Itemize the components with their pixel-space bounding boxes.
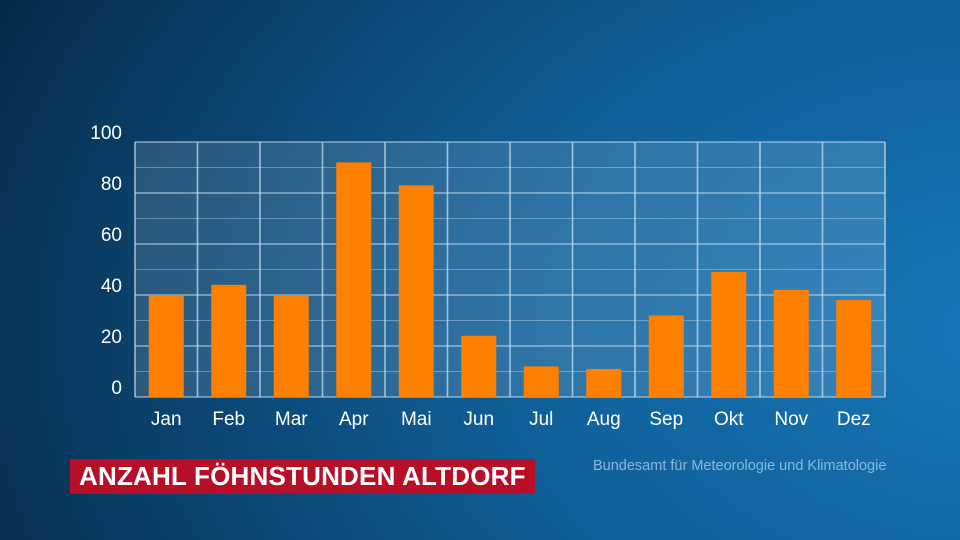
y-tick-label: 60: [101, 225, 122, 246]
y-tick-label: 100: [90, 123, 122, 144]
x-tick-label-dez: Dez: [837, 409, 871, 430]
bar-feb: [211, 284, 247, 397]
y-tick-label: 0: [111, 378, 122, 399]
x-tick-label-feb: Feb: [212, 409, 245, 430]
bar-okt: [711, 272, 747, 397]
source-credit: Bundesamt für Meteorologie und Klimatolo…: [593, 458, 887, 474]
x-tick-label-jun: Jun: [463, 409, 494, 430]
x-tick-label-nov: Nov: [774, 409, 808, 430]
x-tick-label-aug: Aug: [587, 409, 621, 430]
y-tick-label: 20: [101, 327, 122, 348]
bar-aug: [586, 368, 622, 397]
x-tick-label-okt: Okt: [714, 409, 744, 430]
bar-jan: [148, 295, 184, 397]
bar-sep: [648, 315, 684, 397]
bar-nov: [773, 289, 809, 397]
bar-mar: [273, 295, 309, 397]
bar-dez: [836, 300, 872, 397]
x-tick-label-sep: Sep: [649, 409, 683, 430]
x-tick-label-jan: Jan: [151, 409, 182, 430]
bar-mai: [398, 185, 434, 397]
x-tick-label-mar: Mar: [275, 409, 308, 430]
chart-caption: ANZAHL FÖHNSTUNDEN ALTDORF: [70, 459, 535, 494]
y-tick-label: 40: [101, 276, 122, 297]
bar-jul: [523, 366, 559, 397]
bar-jun: [461, 335, 497, 397]
chart-caption-text: ANZAHL FÖHNSTUNDEN ALTDORF: [79, 461, 526, 491]
x-tick-label-mai: Mai: [401, 409, 432, 430]
x-tick-label-jul: Jul: [529, 409, 553, 430]
bar-apr: [336, 162, 372, 397]
x-tick-label-apr: Apr: [339, 409, 369, 430]
y-tick-label: 80: [101, 174, 122, 195]
